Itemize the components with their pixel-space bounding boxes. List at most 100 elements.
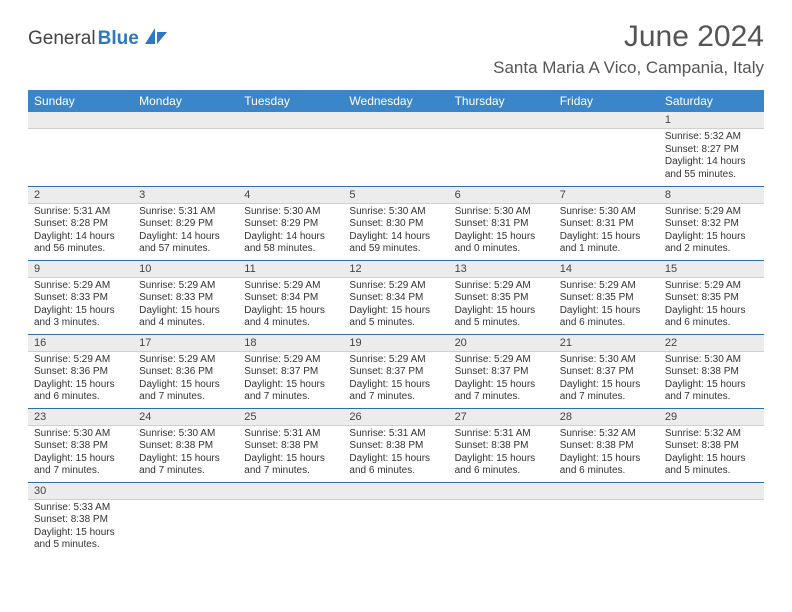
- daylight-line: Daylight: 15 hours and 7 minutes.: [455, 379, 548, 404]
- calendar-day-cell: 20Sunrise: 5:29 AMSunset: 8:37 PMDayligh…: [449, 334, 554, 408]
- sunset-line: Sunset: 8:38 PM: [349, 440, 442, 453]
- daylight-line: Daylight: 15 hours and 7 minutes.: [349, 379, 442, 404]
- day-number: 28: [554, 409, 659, 426]
- day-number: 11: [238, 261, 343, 278]
- day-number: 10: [133, 261, 238, 278]
- sunrise-line: Sunrise: 5:31 AM: [244, 428, 337, 441]
- calendar-day-cell: [238, 112, 343, 186]
- calendar-day-cell: 19Sunrise: 5:29 AMSunset: 8:37 PMDayligh…: [343, 334, 448, 408]
- daylight-line: Daylight: 14 hours and 56 minutes.: [34, 231, 127, 256]
- day-details: Sunrise: 5:32 AMSunset: 8:27 PMDaylight:…: [659, 129, 764, 185]
- calendar-day-cell: 28Sunrise: 5:32 AMSunset: 8:38 PMDayligh…: [554, 408, 659, 482]
- day-number: 7: [554, 187, 659, 204]
- calendar-day-cell: 23Sunrise: 5:30 AMSunset: 8:38 PMDayligh…: [28, 408, 133, 482]
- calendar-week-row: 23Sunrise: 5:30 AMSunset: 8:38 PMDayligh…: [28, 408, 764, 482]
- sunrise-line: Sunrise: 5:29 AM: [455, 354, 548, 367]
- sunset-line: Sunset: 8:38 PM: [455, 440, 548, 453]
- daylight-line: Daylight: 15 hours and 6 minutes.: [560, 305, 653, 330]
- sunrise-line: Sunrise: 5:29 AM: [349, 280, 442, 293]
- day-details: Sunrise: 5:31 AMSunset: 8:38 PMDaylight:…: [449, 426, 554, 482]
- day-number: 27: [449, 409, 554, 426]
- day-number: 14: [554, 261, 659, 278]
- sunset-line: Sunset: 8:35 PM: [455, 292, 548, 305]
- sunrise-line: Sunrise: 5:32 AM: [560, 428, 653, 441]
- day-details: Sunrise: 5:29 AMSunset: 8:34 PMDaylight:…: [238, 278, 343, 334]
- sunset-line: Sunset: 8:36 PM: [139, 366, 232, 379]
- calendar-day-cell: 29Sunrise: 5:32 AMSunset: 8:38 PMDayligh…: [659, 408, 764, 482]
- day-number: 26: [343, 409, 448, 426]
- sunset-line: Sunset: 8:34 PM: [349, 292, 442, 305]
- daylight-line: Daylight: 15 hours and 7 minutes.: [560, 379, 653, 404]
- day-details: Sunrise: 5:31 AMSunset: 8:38 PMDaylight:…: [238, 426, 343, 482]
- weekday-header: Monday: [133, 90, 238, 112]
- calendar-day-cell: 17Sunrise: 5:29 AMSunset: 8:36 PMDayligh…: [133, 334, 238, 408]
- sunrise-line: Sunrise: 5:29 AM: [665, 206, 758, 219]
- day-number: [343, 112, 448, 129]
- calendar-day-cell: [554, 482, 659, 556]
- day-number: 2: [28, 187, 133, 204]
- weekday-header: Thursday: [449, 90, 554, 112]
- daylight-line: Daylight: 15 hours and 7 minutes.: [665, 379, 758, 404]
- sunrise-line: Sunrise: 5:30 AM: [244, 206, 337, 219]
- daylight-line: Daylight: 15 hours and 6 minutes.: [349, 453, 442, 478]
- day-number: 18: [238, 335, 343, 352]
- sunset-line: Sunset: 8:38 PM: [244, 440, 337, 453]
- calendar-day-cell: 13Sunrise: 5:29 AMSunset: 8:35 PMDayligh…: [449, 260, 554, 334]
- day-number: 15: [659, 261, 764, 278]
- sunrise-line: Sunrise: 5:29 AM: [139, 280, 232, 293]
- day-details: Sunrise: 5:31 AMSunset: 8:29 PMDaylight:…: [133, 204, 238, 260]
- day-number: 4: [238, 187, 343, 204]
- sunrise-line: Sunrise: 5:30 AM: [560, 206, 653, 219]
- day-details: Sunrise: 5:29 AMSunset: 8:37 PMDaylight:…: [343, 352, 448, 408]
- sunset-line: Sunset: 8:30 PM: [349, 218, 442, 231]
- weekday-header: Wednesday: [343, 90, 448, 112]
- calendar-day-cell: 4 Sunrise: 5:30 AMSunset: 8:29 PMDaylight…: [238, 186, 343, 260]
- weekday-header-row: Sunday Monday Tuesday Wednesday Thursday…: [28, 90, 764, 112]
- calendar-day-cell: [133, 112, 238, 186]
- day-number: [343, 483, 448, 500]
- calendar-day-cell: 18Sunrise: 5:29 AMSunset: 8:37 PMDayligh…: [238, 334, 343, 408]
- daylight-line: Daylight: 14 hours and 59 minutes.: [349, 231, 442, 256]
- day-number: [659, 483, 764, 500]
- sunset-line: Sunset: 8:27 PM: [665, 144, 758, 157]
- sunrise-line: Sunrise: 5:33 AM: [34, 502, 127, 515]
- daylight-line: Daylight: 15 hours and 7 minutes.: [244, 379, 337, 404]
- sunrise-line: Sunrise: 5:31 AM: [349, 428, 442, 441]
- day-number: 20: [449, 335, 554, 352]
- day-number: [449, 112, 554, 129]
- daylight-line: Daylight: 14 hours and 58 minutes.: [244, 231, 337, 256]
- calendar-day-cell: 1Sunrise: 5:32 AMSunset: 8:27 PMDaylight…: [659, 112, 764, 186]
- sunset-line: Sunset: 8:33 PM: [34, 292, 127, 305]
- calendar-day-cell: 21Sunrise: 5:30 AMSunset: 8:37 PMDayligh…: [554, 334, 659, 408]
- sunset-line: Sunset: 8:29 PM: [244, 218, 337, 231]
- day-details: Sunrise: 5:30 AMSunset: 8:37 PMDaylight:…: [554, 352, 659, 408]
- sunset-line: Sunset: 8:38 PM: [34, 514, 127, 527]
- sunrise-line: Sunrise: 5:30 AM: [139, 428, 232, 441]
- day-details: Sunrise: 5:30 AMSunset: 8:31 PMDaylight:…: [554, 204, 659, 260]
- day-number: 6: [449, 187, 554, 204]
- sunset-line: Sunset: 8:38 PM: [34, 440, 127, 453]
- calendar-day-cell: 30Sunrise: 5:33 AMSunset: 8:38 PMDayligh…: [28, 482, 133, 556]
- sunrise-line: Sunrise: 5:29 AM: [560, 280, 653, 293]
- day-details: Sunrise: 5:32 AMSunset: 8:38 PMDaylight:…: [554, 426, 659, 482]
- sunset-line: Sunset: 8:38 PM: [139, 440, 232, 453]
- sunset-line: Sunset: 8:38 PM: [560, 440, 653, 453]
- day-number: 16: [28, 335, 133, 352]
- sunset-line: Sunset: 8:32 PM: [665, 218, 758, 231]
- calendar-day-cell: 24Sunrise: 5:30 AMSunset: 8:38 PMDayligh…: [133, 408, 238, 482]
- daylight-line: Daylight: 15 hours and 5 minutes.: [349, 305, 442, 330]
- day-details: Sunrise: 5:33 AMSunset: 8:38 PMDaylight:…: [28, 500, 133, 556]
- location: Santa Maria A Vico, Campania, Italy: [493, 58, 764, 78]
- calendar-day-cell: 9Sunrise: 5:29 AMSunset: 8:33 PMDaylight…: [28, 260, 133, 334]
- daylight-line: Daylight: 15 hours and 1 minute.: [560, 231, 653, 256]
- calendar-day-cell: [238, 482, 343, 556]
- sunset-line: Sunset: 8:35 PM: [665, 292, 758, 305]
- day-number: 12: [343, 261, 448, 278]
- day-number: 30: [28, 483, 133, 500]
- sunrise-line: Sunrise: 5:32 AM: [665, 428, 758, 441]
- daylight-line: Daylight: 15 hours and 7 minutes.: [34, 453, 127, 478]
- day-number: 13: [449, 261, 554, 278]
- sunrise-line: Sunrise: 5:31 AM: [34, 206, 127, 219]
- day-details: Sunrise: 5:30 AMSunset: 8:38 PMDaylight:…: [28, 426, 133, 482]
- day-number: 17: [133, 335, 238, 352]
